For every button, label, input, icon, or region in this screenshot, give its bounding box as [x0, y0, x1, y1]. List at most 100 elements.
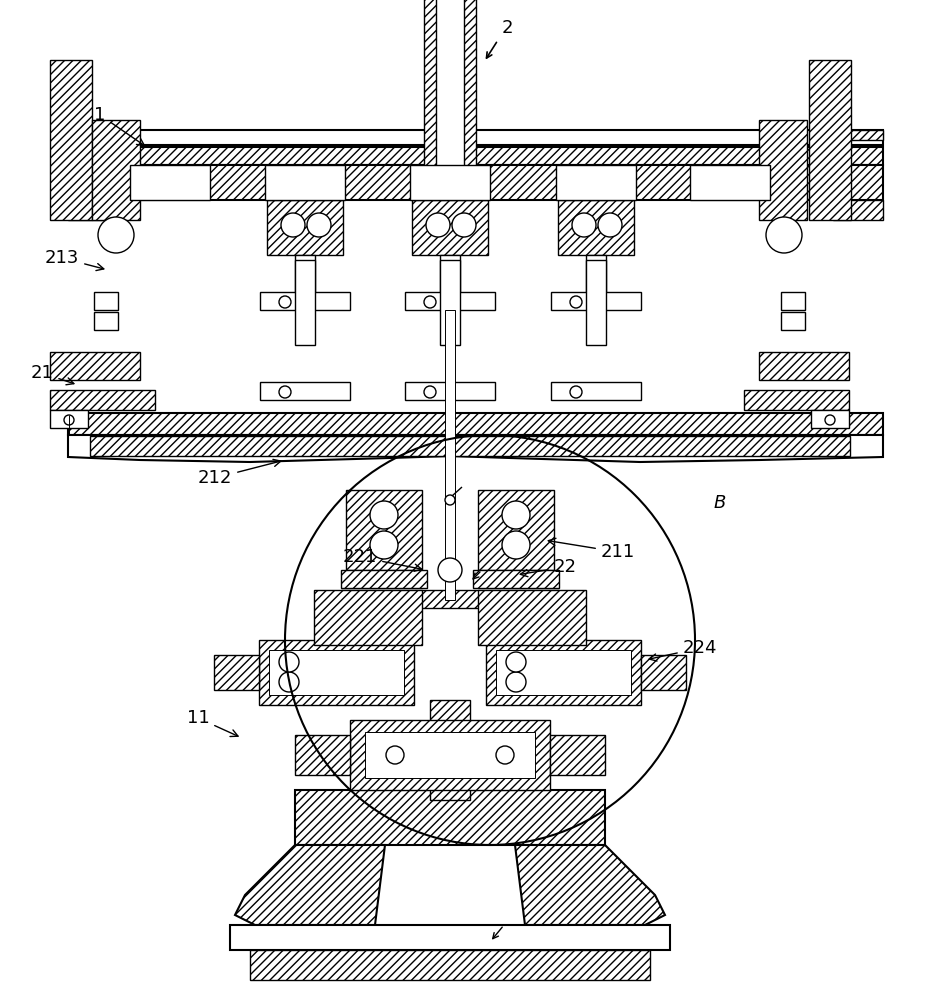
Text: 224: 224: [650, 639, 717, 661]
Circle shape: [502, 531, 530, 559]
Text: 213: 213: [45, 249, 104, 271]
Circle shape: [496, 746, 514, 764]
Bar: [50, 60, 92, 220]
Circle shape: [279, 652, 299, 672]
Bar: [90, 436, 850, 456]
Circle shape: [572, 213, 596, 237]
Circle shape: [424, 386, 436, 398]
Text: 211: 211: [549, 538, 635, 561]
Bar: [833, 130, 883, 140]
Bar: [641, 655, 686, 690]
Bar: [759, 120, 807, 220]
Bar: [410, 165, 490, 200]
Bar: [440, 255, 460, 305]
Bar: [265, 165, 345, 200]
Bar: [260, 382, 350, 400]
Circle shape: [424, 296, 436, 308]
Circle shape: [386, 746, 404, 764]
Bar: [551, 382, 641, 400]
Bar: [586, 255, 606, 305]
Bar: [478, 490, 554, 570]
Circle shape: [370, 531, 398, 559]
Circle shape: [281, 213, 305, 237]
Text: B: B: [714, 494, 727, 512]
Text: 221: 221: [342, 548, 421, 571]
Text: 21: 21: [30, 364, 74, 385]
Bar: [250, 950, 650, 980]
Bar: [424, 0, 448, 170]
Bar: [452, 0, 476, 170]
Bar: [341, 570, 427, 588]
Bar: [811, 410, 849, 428]
Bar: [781, 312, 805, 330]
Bar: [586, 260, 606, 345]
Bar: [496, 650, 631, 695]
PathPatch shape: [68, 435, 883, 462]
Bar: [68, 165, 883, 200]
Circle shape: [64, 415, 74, 425]
Bar: [68, 413, 883, 435]
Bar: [295, 255, 315, 305]
Bar: [295, 260, 315, 345]
Bar: [809, 60, 851, 220]
Text: 1: 1: [94, 106, 145, 146]
Circle shape: [570, 296, 582, 308]
Bar: [130, 165, 210, 200]
Bar: [350, 720, 550, 790]
Bar: [558, 200, 634, 255]
Bar: [445, 310, 455, 600]
Circle shape: [279, 296, 291, 308]
Circle shape: [598, 213, 622, 237]
Bar: [833, 200, 883, 220]
Bar: [473, 570, 559, 588]
Circle shape: [506, 672, 526, 692]
Polygon shape: [235, 845, 385, 925]
Bar: [551, 292, 641, 310]
Bar: [50, 410, 88, 428]
Bar: [346, 490, 422, 570]
Polygon shape: [515, 845, 665, 925]
Circle shape: [98, 217, 134, 253]
Bar: [94, 312, 118, 330]
Circle shape: [825, 415, 835, 425]
Bar: [295, 790, 605, 845]
Bar: [405, 382, 495, 400]
Bar: [50, 352, 140, 380]
Bar: [68, 130, 883, 145]
Bar: [341, 590, 559, 608]
Bar: [214, 655, 259, 690]
Bar: [405, 292, 495, 310]
Bar: [759, 352, 849, 380]
Bar: [744, 390, 849, 410]
Circle shape: [502, 501, 530, 529]
Bar: [550, 735, 605, 775]
Bar: [412, 200, 488, 255]
Circle shape: [370, 501, 398, 529]
Circle shape: [506, 652, 526, 672]
Bar: [440, 260, 460, 345]
Circle shape: [570, 386, 582, 398]
Bar: [68, 147, 883, 165]
Bar: [365, 732, 535, 778]
Text: 212: 212: [198, 459, 281, 487]
Bar: [436, 0, 464, 170]
Bar: [690, 165, 770, 200]
Text: 11: 11: [186, 709, 238, 737]
Circle shape: [426, 213, 450, 237]
Text: 22: 22: [520, 558, 576, 577]
Circle shape: [307, 213, 331, 237]
Bar: [314, 590, 422, 645]
Bar: [269, 650, 404, 695]
Bar: [486, 640, 641, 705]
Bar: [92, 120, 140, 220]
Circle shape: [279, 386, 291, 398]
Circle shape: [279, 672, 299, 692]
Bar: [94, 292, 118, 310]
Bar: [556, 165, 636, 200]
Bar: [478, 590, 586, 645]
Bar: [267, 200, 343, 255]
Text: 2: 2: [501, 19, 513, 37]
Bar: [50, 390, 155, 410]
Bar: [68, 200, 118, 220]
Bar: [230, 925, 670, 950]
